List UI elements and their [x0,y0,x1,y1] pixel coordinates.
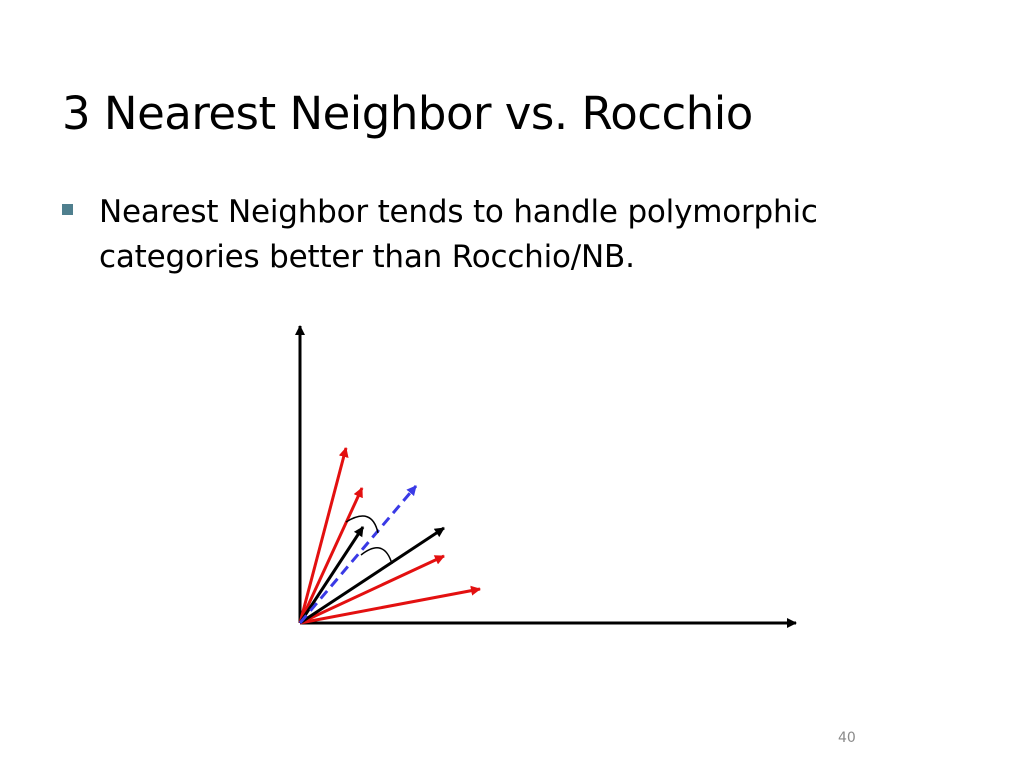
angle-arc-upper [345,515,379,534]
red-vector-4 [299,585,481,625]
slide-title: 3 Nearest Neighbor vs. Rocchio [62,87,753,140]
bullet-item: Nearest Neighbor tends to handle polymor… [62,190,922,280]
bullet-text: Nearest Neighbor tends to handle polymor… [99,194,818,275]
centroid-vector-dashed [298,485,418,624]
page-number: 40 [838,730,856,746]
black-vector-1 [298,526,365,624]
angle-arc-lower [360,547,393,565]
red-vector-2 [298,487,364,624]
red-vector-1 [298,447,349,624]
bullet-square-icon [62,204,73,215]
red-vector-3 [299,554,445,625]
black-vector-2 [299,526,445,625]
